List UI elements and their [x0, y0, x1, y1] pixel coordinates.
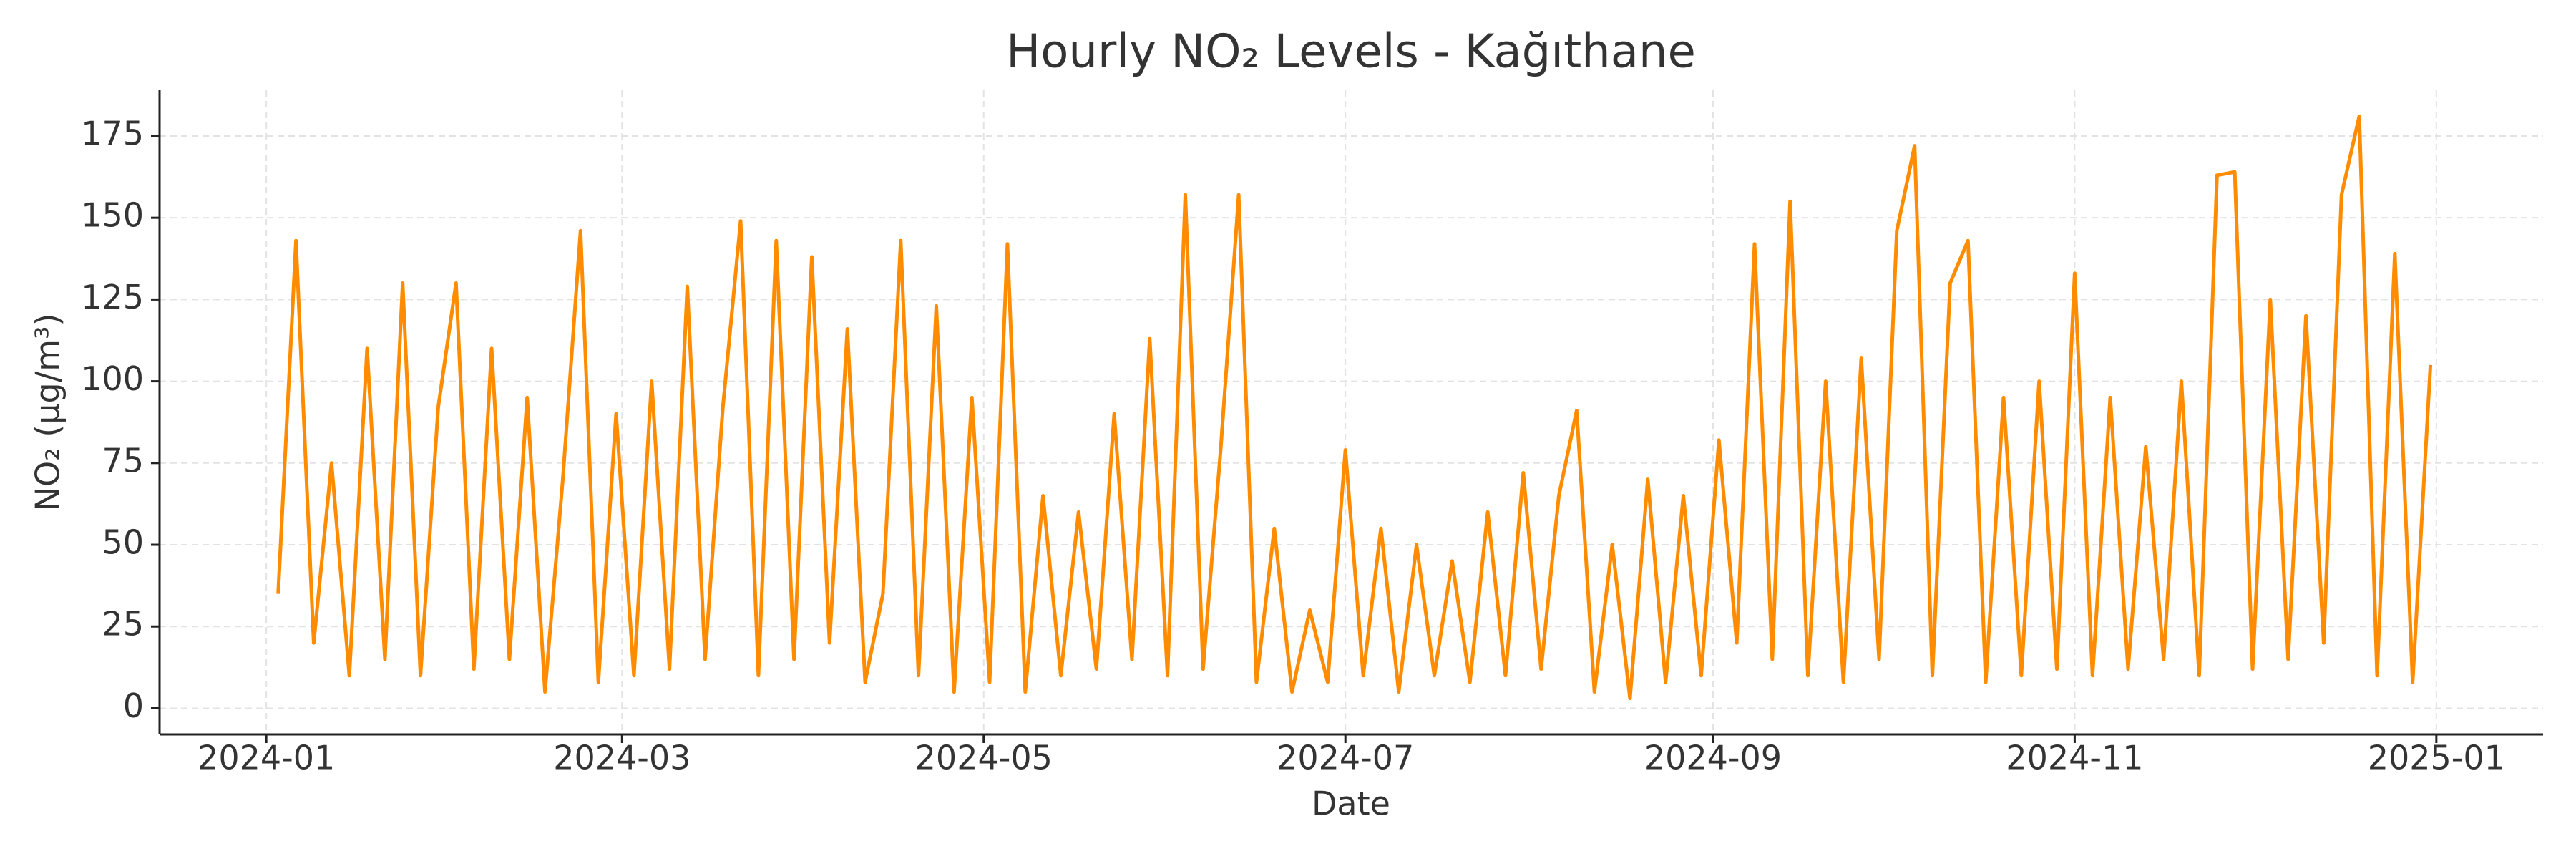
y-tick-label: 100 [81, 359, 144, 398]
y-tick-label: 175 [81, 114, 144, 152]
data-line [276, 115, 2433, 701]
y-tick-label: 150 [81, 196, 144, 235]
x-tick-label: 2024-03 [553, 739, 691, 777]
x-tick-label: 2024-05 [915, 739, 1053, 777]
y-tick-label: 25 [102, 605, 144, 644]
x-axis-label: Date [1312, 785, 1390, 823]
y-tick-label: 125 [81, 278, 144, 316]
x-tick-label: 2024-07 [1277, 739, 1414, 777]
x-tick-label: 2024-09 [1644, 739, 1782, 777]
y-tick-label: 0 [123, 686, 144, 725]
chart-title: Hourly NO₂ Levels - Kağıthane [1006, 26, 1696, 79]
x-tick-label: 2024-11 [2006, 739, 2143, 777]
y-axis-label: NO₂ (µg/m³) [29, 314, 67, 512]
x-tick-label: 2025-01 [2368, 739, 2505, 777]
y-tick-label: 50 [102, 523, 144, 562]
y-tick-label: 75 [102, 441, 144, 480]
x-tick-label: 2024-01 [197, 739, 335, 777]
